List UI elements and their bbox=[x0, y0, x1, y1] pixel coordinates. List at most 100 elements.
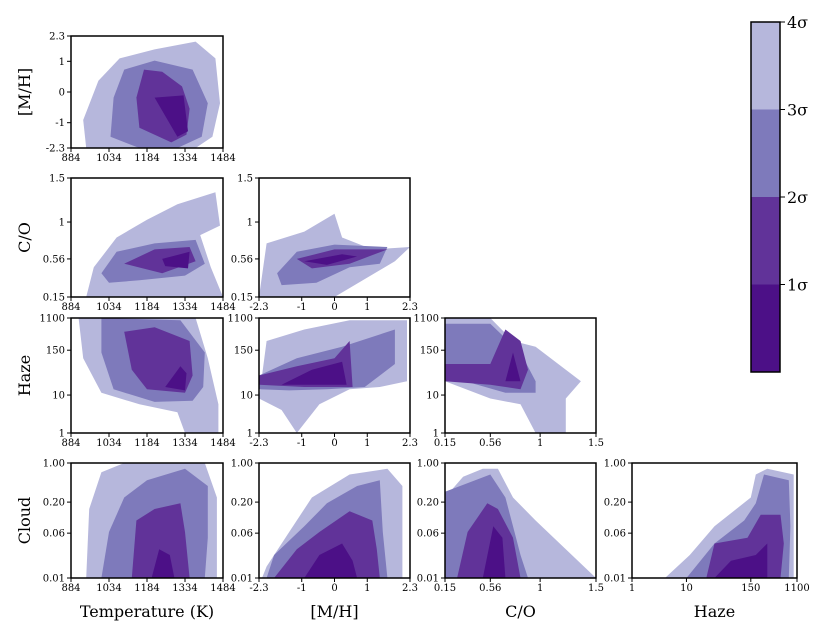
y-tick-label: 0.06 bbox=[604, 529, 626, 540]
y-tick-label: 0.06 bbox=[417, 529, 439, 540]
y-tick-label: 1 bbox=[247, 218, 253, 229]
y-tick-label: 0.15 bbox=[231, 293, 253, 304]
x-tick-label: 0 bbox=[331, 438, 337, 449]
x-tick-label: 2.3 bbox=[402, 302, 418, 313]
y-axis-label: Haze bbox=[15, 355, 34, 396]
colorbar-contour-3sigma bbox=[751, 109, 780, 197]
x-tick-label: 1484 bbox=[210, 302, 235, 313]
x-tick-label: 1484 bbox=[210, 438, 235, 449]
y-tick-label: -1 bbox=[55, 118, 65, 129]
y-axis-label: C/O bbox=[15, 222, 34, 253]
contour-1sigma bbox=[482, 526, 506, 578]
x-tick-label: 1 bbox=[364, 583, 370, 594]
y-tick-label: 1100 bbox=[414, 314, 439, 325]
x-tick-label: -1 bbox=[297, 302, 307, 313]
x-tick-label: 1334 bbox=[172, 438, 197, 449]
y-tick-label: 0.01 bbox=[43, 574, 65, 585]
y-tick-label: 0.20 bbox=[43, 498, 65, 509]
x-tick-label: 884 bbox=[61, 302, 80, 313]
y-tick-label: 1.00 bbox=[417, 459, 439, 470]
x-tick-label: 1184 bbox=[134, 583, 159, 594]
y-tick-label: 0.56 bbox=[231, 254, 253, 265]
y-tick-label: 10 bbox=[52, 391, 65, 402]
panel-cloud-vs-haze bbox=[628, 462, 798, 582]
y-tick-label: 1.00 bbox=[604, 459, 626, 470]
x-tick-label: -1 bbox=[297, 438, 307, 449]
x-tick-label: 0.56 bbox=[479, 438, 501, 449]
x-tick-label: -1 bbox=[297, 583, 307, 594]
x-tick-label: 1 bbox=[537, 438, 543, 449]
y-tick-label: 10 bbox=[240, 391, 253, 402]
x-tick-label: 1.5 bbox=[588, 438, 604, 449]
x-tick-label: 1184 bbox=[134, 438, 159, 449]
y-tick-label: 1.00 bbox=[231, 459, 253, 470]
x-tick-label: 1 bbox=[364, 302, 370, 313]
y-tick-label: 10 bbox=[426, 391, 439, 402]
y-axis-label: Cloud bbox=[15, 497, 34, 545]
contour-1sigma bbox=[154, 95, 188, 137]
panel-cloud-vs-co bbox=[441, 462, 597, 582]
y-tick-label: 0.20 bbox=[417, 498, 439, 509]
y-tick-label: 1.00 bbox=[43, 459, 65, 470]
panel-frame bbox=[444, 462, 597, 579]
x-axis-label: [M/H] bbox=[310, 602, 358, 621]
y-tick-label: 0.06 bbox=[43, 529, 65, 540]
colorbar-label-4sigma: 4σ bbox=[787, 13, 808, 32]
panel-cloud-vs-mh bbox=[255, 462, 411, 582]
x-tick-label: 884 bbox=[61, 438, 80, 449]
y-tick-label: 1 bbox=[433, 429, 439, 440]
x-tick-label: -2.3 bbox=[249, 583, 268, 594]
colorbar-contour-2sigma bbox=[751, 197, 780, 285]
colorbar bbox=[750, 21, 785, 373]
y-tick-label: 1 bbox=[59, 57, 65, 68]
y-tick-label: 2.3 bbox=[49, 32, 65, 43]
x-axis-label: Temperature (K) bbox=[80, 602, 214, 621]
x-tick-label: 1.5 bbox=[588, 583, 604, 594]
x-tick-label: 10 bbox=[680, 583, 693, 594]
x-tick-label: 1 bbox=[537, 583, 543, 594]
x-tick-label: -2.3 bbox=[249, 438, 268, 449]
y-tick-label: 0.56 bbox=[43, 254, 65, 265]
x-tick-label: 0 bbox=[331, 583, 337, 594]
y-tick-label: 0.01 bbox=[231, 574, 253, 585]
y-tick-label: 1.5 bbox=[49, 174, 65, 185]
x-tick-label: 1 bbox=[364, 438, 370, 449]
x-axis-label: C/O bbox=[505, 602, 536, 621]
x-tick-label: 884 bbox=[61, 153, 80, 164]
panel-mh-vs-temperaturek bbox=[67, 35, 224, 152]
y-tick-label: 0 bbox=[59, 88, 65, 99]
y-tick-label: 0.15 bbox=[43, 293, 65, 304]
x-tick-label: 1034 bbox=[96, 153, 121, 164]
colorbar-label-1sigma: 1σ bbox=[787, 276, 808, 295]
x-tick-label: 0.15 bbox=[434, 583, 456, 594]
y-tick-label: 1100 bbox=[228, 314, 253, 325]
y-tick-label: 0.20 bbox=[604, 498, 626, 509]
x-tick-label: 1100 bbox=[784, 583, 809, 594]
panel-co-vs-mh bbox=[255, 177, 411, 301]
y-tick-label: 1.5 bbox=[237, 174, 253, 185]
x-tick-label: 1334 bbox=[172, 153, 197, 164]
contour-1sigma bbox=[151, 549, 175, 578]
panel-frame bbox=[444, 317, 597, 434]
colorbar-label-3sigma: 3σ bbox=[787, 101, 808, 120]
x-tick-label: 2.3 bbox=[402, 583, 418, 594]
x-tick-label: 0.15 bbox=[434, 438, 456, 449]
x-tick-label: 1334 bbox=[172, 302, 197, 313]
y-tick-label: 1100 bbox=[40, 314, 65, 325]
y-tick-label: 1 bbox=[247, 429, 253, 440]
x-tick-label: -2.3 bbox=[249, 302, 268, 313]
contour-1sigma bbox=[162, 251, 190, 269]
y-tick-label: -2.3 bbox=[46, 144, 65, 155]
contour-1sigma bbox=[281, 361, 347, 385]
x-tick-label: 1034 bbox=[96, 302, 121, 313]
contour-1sigma bbox=[304, 543, 358, 578]
contour-2sigma bbox=[274, 511, 380, 578]
y-tick-label: 0.06 bbox=[231, 529, 253, 540]
y-tick-label: 0.20 bbox=[231, 498, 253, 509]
colorbar-contour-4sigma bbox=[751, 22, 780, 110]
x-tick-label: 1484 bbox=[210, 153, 235, 164]
x-tick-label: 0.56 bbox=[479, 583, 501, 594]
panel-co-vs-temperaturek bbox=[67, 177, 224, 301]
y-tick-label: 150 bbox=[234, 346, 253, 357]
